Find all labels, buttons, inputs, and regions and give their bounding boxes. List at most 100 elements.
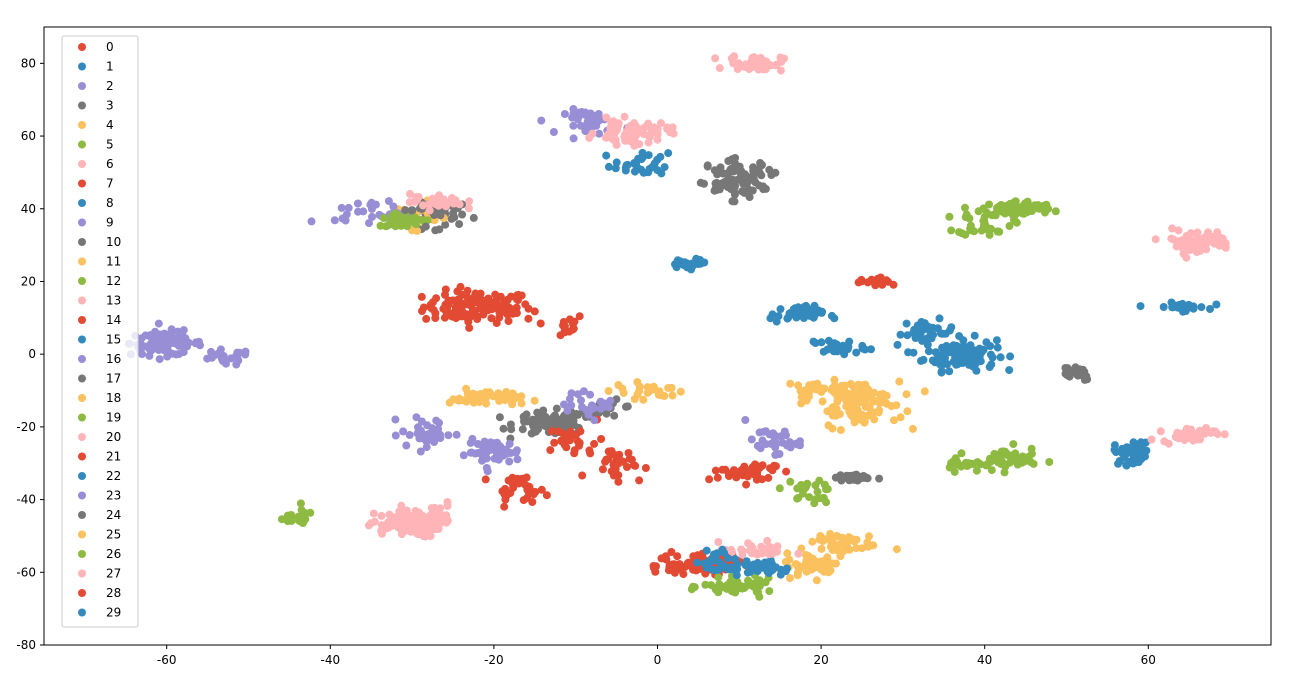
data-point xyxy=(405,519,413,528)
data-point xyxy=(466,438,475,447)
data-point xyxy=(731,176,740,185)
y-tick-label: 40 xyxy=(21,202,36,216)
data-point xyxy=(755,181,764,190)
data-point xyxy=(1136,443,1145,451)
data-point xyxy=(759,563,768,572)
data-point xyxy=(447,214,456,223)
data-point xyxy=(1212,300,1221,309)
data-point xyxy=(715,580,724,589)
data-point xyxy=(991,211,1000,220)
data-point xyxy=(668,123,677,132)
data-point xyxy=(495,413,504,422)
data-point xyxy=(1129,438,1138,447)
legend-label: 0 xyxy=(106,40,114,54)
data-point xyxy=(714,588,723,597)
data-point xyxy=(715,166,724,175)
data-point xyxy=(856,386,865,395)
data-point xyxy=(595,129,604,138)
data-point xyxy=(585,446,594,455)
data-point xyxy=(1001,447,1010,456)
data-point xyxy=(809,337,818,346)
data-point xyxy=(1114,459,1123,468)
series-29 xyxy=(671,254,762,575)
data-point xyxy=(857,275,866,284)
y-tick-label: 60 xyxy=(21,129,36,143)
data-point xyxy=(902,319,911,328)
data-point xyxy=(473,440,482,448)
data-point xyxy=(579,387,588,396)
data-point xyxy=(630,167,639,176)
data-point xyxy=(679,570,688,579)
data-point xyxy=(1016,453,1025,462)
data-point xyxy=(983,459,992,468)
data-point xyxy=(567,432,576,441)
data-point xyxy=(832,389,841,398)
data-point xyxy=(623,402,632,411)
series-28 xyxy=(649,273,898,579)
data-point xyxy=(817,338,826,347)
data-point xyxy=(786,574,794,583)
data-point xyxy=(473,315,482,323)
data-point xyxy=(875,474,884,483)
data-point xyxy=(919,325,928,334)
data-point xyxy=(391,431,400,440)
data-point xyxy=(1206,305,1214,313)
data-point xyxy=(892,545,901,554)
data-point xyxy=(764,473,773,482)
data-point xyxy=(714,573,723,582)
data-point xyxy=(481,394,490,403)
data-point xyxy=(1175,432,1183,441)
data-point xyxy=(631,461,640,470)
data-point xyxy=(1178,243,1187,252)
data-point xyxy=(457,299,466,308)
legend-label: 22 xyxy=(106,469,121,483)
data-point xyxy=(639,395,648,404)
y-tick-label: -40 xyxy=(16,493,36,507)
data-point xyxy=(422,314,431,323)
x-tick-label: 40 xyxy=(977,653,992,667)
data-point xyxy=(154,319,163,328)
series-13 xyxy=(585,52,789,150)
data-point xyxy=(614,381,623,389)
data-point xyxy=(707,581,716,590)
data-point xyxy=(412,413,421,422)
data-point xyxy=(972,466,981,475)
data-point xyxy=(771,168,780,177)
series-20 xyxy=(1147,224,1230,448)
data-point xyxy=(537,485,546,494)
data-point xyxy=(1005,366,1014,375)
data-point xyxy=(344,203,353,212)
data-point xyxy=(728,565,737,574)
data-point xyxy=(436,430,445,439)
legend-marker xyxy=(78,62,86,71)
data-point xyxy=(920,387,929,396)
data-point xyxy=(798,489,807,498)
data-point xyxy=(849,401,858,410)
data-point xyxy=(645,165,654,173)
data-point xyxy=(530,396,539,405)
data-point xyxy=(459,451,468,460)
data-point xyxy=(1216,234,1225,243)
data-point xyxy=(549,128,558,136)
data-point xyxy=(753,469,762,478)
data-point xyxy=(393,212,402,220)
data-point xyxy=(947,226,956,235)
data-point xyxy=(1000,468,1009,477)
data-point xyxy=(938,353,947,362)
data-point xyxy=(512,448,520,457)
data-point xyxy=(824,568,833,577)
data-point xyxy=(769,429,778,438)
data-point xyxy=(530,307,539,316)
data-point xyxy=(1001,209,1010,218)
data-point xyxy=(644,138,653,147)
data-point xyxy=(992,336,1001,345)
data-point xyxy=(524,314,533,323)
data-point xyxy=(794,381,803,390)
data-point xyxy=(241,350,250,359)
data-point xyxy=(478,456,486,465)
data-point xyxy=(896,330,905,339)
data-point xyxy=(606,396,615,405)
data-point xyxy=(155,355,164,364)
data-point xyxy=(866,276,875,285)
data-point xyxy=(365,219,373,228)
